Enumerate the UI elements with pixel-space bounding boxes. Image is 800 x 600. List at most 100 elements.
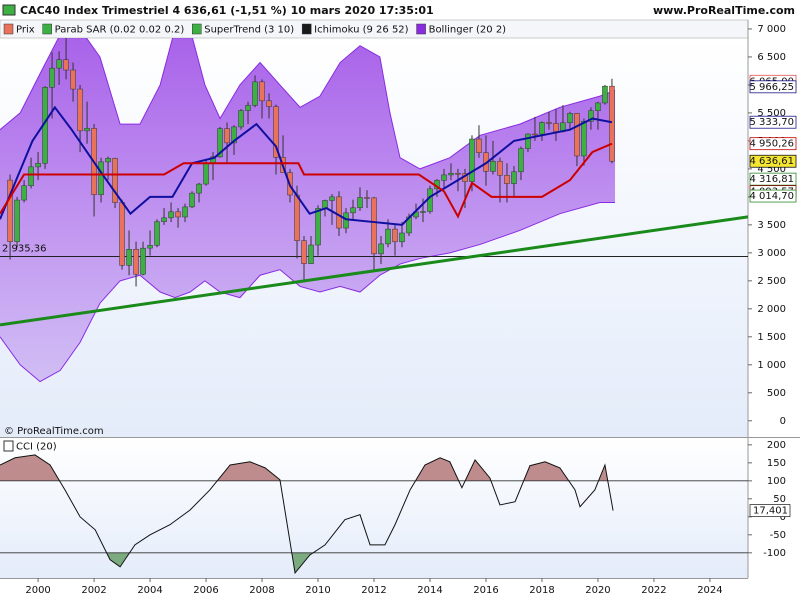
x-tick-label: 2010: [305, 585, 330, 596]
candle-body: [539, 122, 545, 135]
y-tick-label: 3 000: [757, 248, 786, 259]
candle-body: [441, 174, 447, 181]
candle-body: [112, 158, 118, 203]
candle-body: [252, 81, 258, 106]
candle-body: [266, 100, 272, 107]
price-label-box: [749, 115, 797, 129]
price-label: 4 014,70: [749, 191, 794, 202]
candle-body: [259, 81, 265, 102]
legend-swatch: [192, 23, 202, 35]
candle-body: [371, 197, 377, 255]
cci-icon: [3, 440, 14, 452]
candle-body: [140, 247, 146, 275]
candle-body: [518, 148, 524, 173]
candle-body: [7, 179, 13, 242]
candle-body: [161, 217, 167, 222]
x-tick-label: 2008: [249, 585, 274, 596]
candle-body: [77, 88, 83, 132]
candle-body: [497, 160, 503, 176]
candle-body: [427, 188, 433, 212]
y-tick-label: 500: [767, 388, 786, 399]
indicator-line: [0, 105, 613, 226]
candle-body: [567, 113, 573, 124]
x-tick-label: 2012: [361, 585, 386, 596]
y-tick-label: 1 500: [757, 332, 786, 343]
x-tick-label: 2014: [417, 585, 442, 596]
candle-body: [504, 175, 510, 184]
candle-body: [546, 122, 552, 124]
candle-body: [476, 138, 482, 153]
indicator-line: [0, 215, 748, 327]
candle-body: [84, 128, 90, 132]
copyright: © ProRealTime.com: [4, 426, 104, 437]
candle-body: [245, 105, 251, 111]
candle-body: [182, 206, 188, 218]
cci-extreme-fill: [0, 454, 614, 481]
candle-body: [490, 160, 496, 172]
y-tick-label: -50: [770, 530, 786, 541]
candle-body: [399, 232, 405, 243]
bollinger-upper: [0, 38, 616, 170]
y-tick-label: 0: [780, 512, 786, 523]
candle-body: [525, 133, 531, 149]
y-tick-label: 5 500: [757, 108, 786, 119]
candle-body: [336, 196, 342, 229]
candle-body: [574, 113, 580, 157]
price-label-box: [749, 154, 797, 168]
site: www.ProRealTime.com: [653, 4, 795, 17]
main-series: [0, 38, 748, 383]
legend-label: Parab SAR (0.02 0.02 0.2): [55, 25, 185, 36]
candle-body: [147, 245, 153, 249]
y-tick-label: 4 500: [757, 164, 786, 175]
candle-body: [350, 207, 356, 214]
title-bar: [0, 0, 800, 20]
candle-body: [602, 85, 608, 104]
y-tick-label: 50: [773, 494, 786, 505]
candle-body: [511, 171, 517, 184]
candle-body: [329, 196, 335, 201]
candle-body: [63, 59, 69, 71]
candle-body: [364, 197, 370, 199]
y-tick-label: 7 000: [757, 24, 786, 35]
candle-body: [105, 158, 111, 163]
price-label-box: [749, 189, 797, 203]
candle-body: [133, 249, 139, 275]
candle-body: [56, 59, 62, 69]
candle-body: [315, 208, 321, 246]
y-tick-label: 200: [767, 440, 786, 451]
x-tick-label: 2000: [25, 585, 50, 596]
cci-title: CCI (20): [16, 442, 57, 453]
candle-body: [126, 249, 132, 266]
y-tick-label: 2 000: [757, 304, 786, 315]
candle-body: [308, 244, 314, 264]
x-tick-label: 2018: [529, 585, 554, 596]
candle-body: [588, 110, 594, 122]
candle-body: [448, 172, 454, 176]
candle-body: [28, 166, 34, 186]
legend-swatch: [301, 23, 312, 35]
candle-body: [189, 192, 195, 208]
price-label-box: [749, 137, 797, 151]
overlay: Prix Parab SAR (0.02 0.02 0.2) SuperTrend …: [2, 23, 797, 596]
candle-body: [378, 243, 384, 255]
y-tick-label: 6 500: [757, 52, 786, 63]
candle-body: [273, 106, 279, 158]
candle-body: [119, 202, 125, 266]
candle-body: [203, 163, 209, 185]
candle-body: [49, 67, 55, 88]
cci-line: [0, 454, 614, 575]
candle-body: [175, 211, 181, 218]
candle-body: [238, 110, 244, 128]
candle-body: [469, 138, 475, 182]
legend-label: Ichimoku (9 26 52): [314, 25, 408, 36]
x-tick-label: 2002: [81, 585, 106, 596]
x-tick-label: 2022: [641, 585, 666, 596]
candle-body: [35, 163, 41, 168]
y-tick-label: 100: [767, 476, 786, 487]
y-tick-label: 150: [767, 458, 786, 469]
candle-body: [532, 133, 538, 136]
price-label-box: [749, 80, 797, 94]
candle-body: [294, 194, 300, 241]
candle-body: [14, 199, 20, 242]
